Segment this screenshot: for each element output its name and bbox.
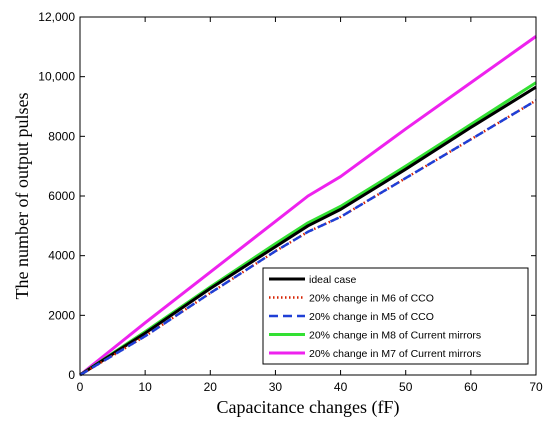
x-tick-label: 0 <box>77 380 84 394</box>
legend-label-2: 20% change in M6 of CCO <box>309 293 434 305</box>
legend: ideal case 20% change in M6 of CCO 20% cha… <box>262 267 529 365</box>
legend-label-4: 20% change in M8 of Current mirrors <box>309 330 481 342</box>
series-line-5 <box>79 35 537 377</box>
y-tick-label: 2000 <box>48 308 75 322</box>
series-line-3 <box>79 99 537 377</box>
x-tick-label: 20 <box>204 380 218 394</box>
x-axis-title: Capacitance changes (fF) <box>217 397 400 418</box>
x-tick-label: 60 <box>464 380 478 394</box>
x-tick-label: 50 <box>399 380 413 394</box>
ticks-layer: 0 10 20 30 40 50 60 70 0 2000 4000 6000 8000 10,000 12… <box>38 10 543 394</box>
series-line-1 <box>79 85 537 377</box>
y-tick-label: 0 <box>68 368 75 382</box>
y-tick-label: 8000 <box>48 129 75 143</box>
x-tick-label: 40 <box>334 380 348 394</box>
legend-label-1: ideal case <box>309 274 356 286</box>
x-tick-label: 10 <box>138 380 152 394</box>
y-tick-label: 12,000 <box>38 10 75 24</box>
legend-label-3: 20% change in M5 of CCO <box>309 311 434 323</box>
y-tick-label: 6000 <box>48 189 75 203</box>
y-tick-label: 4000 <box>48 249 75 263</box>
y-tick-label: 10,000 <box>38 70 75 84</box>
y-axis-title: The number of output pulses <box>12 93 32 300</box>
x-tick-label: 30 <box>269 380 283 394</box>
x-tick-label: 70 <box>529 380 543 394</box>
legend-box <box>262 267 529 365</box>
series-layer <box>79 35 537 377</box>
legend-label-5: 20% change in M7 of Current mirrors <box>309 348 481 360</box>
